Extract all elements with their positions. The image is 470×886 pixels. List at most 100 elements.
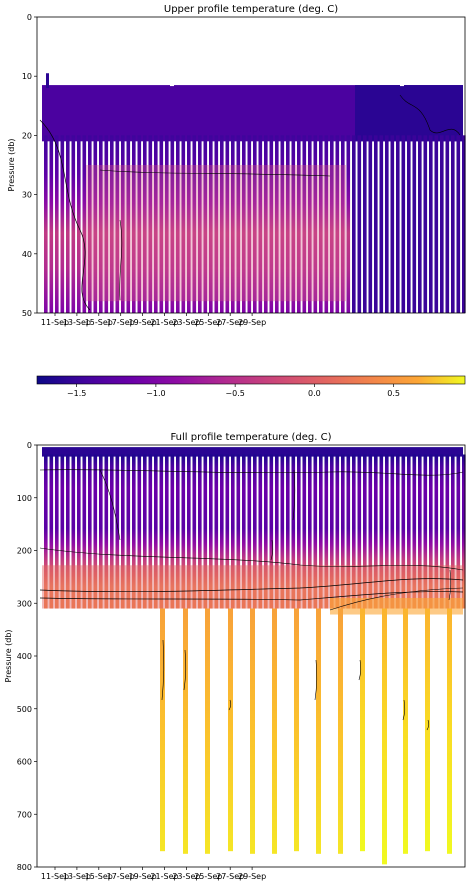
full-contour-line [39,469,464,476]
upper-cast-stripe [275,135,279,313]
upper-missing-marker [400,81,404,87]
upper-cast-stripe [401,135,406,313]
upper-cast-stripe [247,135,252,313]
upper-cast-stripe [176,135,180,313]
upper-cast-stripe [253,135,257,313]
full-shallow-cast [390,454,395,609]
upper-x-tick-label: 13-Sep [63,318,91,327]
full-shallow-cast [407,454,411,609]
upper-cast-stripe [55,135,59,313]
full-shallow-cast [192,454,197,609]
full-chart-title: Full profile temperature (deg. C) [170,432,331,443]
full-deep-contour [270,539,274,561]
full-shallow-cast [77,454,81,609]
full-y-tick-label: 300 [17,599,32,608]
full-shallow-cast [121,454,125,609]
full-shallow-cast [462,454,466,609]
upper-y-tick-label: 30 [22,191,32,200]
full-shallow-cast [247,454,252,609]
full-x-tick-label: 11-Sep [41,872,69,881]
full-x-tick-label: 25-Sep [194,872,222,881]
upper-contour-line [39,119,91,311]
full-shallow-cast [429,454,433,609]
full-deep-contour [292,469,296,521]
upper-cast-stripe [423,135,428,313]
upper-contour-line [119,219,123,301]
full-contour-line [39,578,464,593]
upper-cast-stripe [159,135,164,313]
full-shallow-cast [396,454,400,609]
upper-cast-stripe [143,135,147,313]
upper-cast-stripe [390,135,395,313]
full-shallow-cast [302,454,307,609]
upper-cast-stripe [214,135,219,313]
full-shallow-cast [357,454,362,609]
full-shallow-cast [308,454,312,609]
full-shallow-cast [242,454,246,609]
full-shallow-cast [297,454,301,609]
upper-y-tick-label: 40 [22,250,32,259]
upper-cast-stripe [209,135,213,313]
upper-shallow-band-late [355,85,463,142]
full-shallow-cast [49,454,54,609]
upper-cast-stripe [115,135,120,313]
full-y-tick-label: 500 [17,705,32,714]
full-deep-cast [360,608,365,852]
upper-cast-stripe [66,135,70,313]
upper-cast-stripe [363,135,367,313]
upper-contour-line [99,169,331,177]
full-shallow-cast [374,454,378,609]
full-y-tick-label: 100 [17,494,32,503]
upper-cast-stripe [379,135,384,313]
full-shallow-cast [330,454,334,609]
colorbar-tick-label: −0.5 [225,389,244,398]
full-y-tick-label: 600 [17,758,32,767]
full-deep-cast [183,608,188,854]
full-contour-line [329,587,464,611]
full-x-tick-label: 23-Sep [172,872,200,881]
full-shallow-cast [423,454,428,609]
upper-cast-stripe [451,135,455,313]
colorbar-axis: −1.5 −1.0 −0.5 0.0 0.5 [67,384,400,398]
upper-cast-stripe [396,135,400,313]
full-shallow-cast [99,454,103,609]
upper-cast-stripe [236,135,241,313]
full-deep-cast [228,608,233,852]
upper-cast-stripe [242,135,246,313]
full-x-tick-label: 17-Sep [107,872,135,881]
upper-cast-stripe [297,135,301,313]
upper-x-tick-label: 27-Sep [216,318,244,327]
full-shallow-cast [60,454,65,609]
upper-y-axis-label: Pressure (db) [7,138,16,191]
full-deep-contour [402,699,406,721]
full-shallow-cast [269,454,274,609]
full-x-tick-label: 13-Sep [63,872,91,881]
full-deep-cast [160,608,165,852]
upper-plot-frame [36,16,466,314]
full-shallow-cast [258,454,263,609]
full-deep-cast [403,608,408,854]
full-shallow-cast [126,454,131,609]
full-deep-contour [358,659,362,681]
upper-cast-stripe [308,135,312,313]
full-shallow-cast [104,454,109,609]
full-shallow-cast [368,454,373,609]
upper-cast-stripe [148,135,153,313]
full-y-tick-label: 700 [17,810,32,819]
full-shallow-cast [181,454,186,609]
full-shallow-cast [286,454,290,609]
full-shallow-cast [88,454,92,609]
full-deep-contour [183,649,187,691]
full-deep-contour [228,699,232,711]
full-shallow-cast [71,454,76,609]
full-shallow-cast [143,454,147,609]
upper-cast-stripe [203,135,208,313]
upper-x-tick-label: 15-Sep [85,318,113,327]
full-shallow-cast [341,454,345,609]
full-x-tick-label: 21-Sep [150,872,178,881]
full-shallow-cast [346,454,351,609]
upper-cast-stripe [165,135,169,313]
upper-cast-stripe [137,135,142,313]
full-deep-contours [161,469,452,731]
